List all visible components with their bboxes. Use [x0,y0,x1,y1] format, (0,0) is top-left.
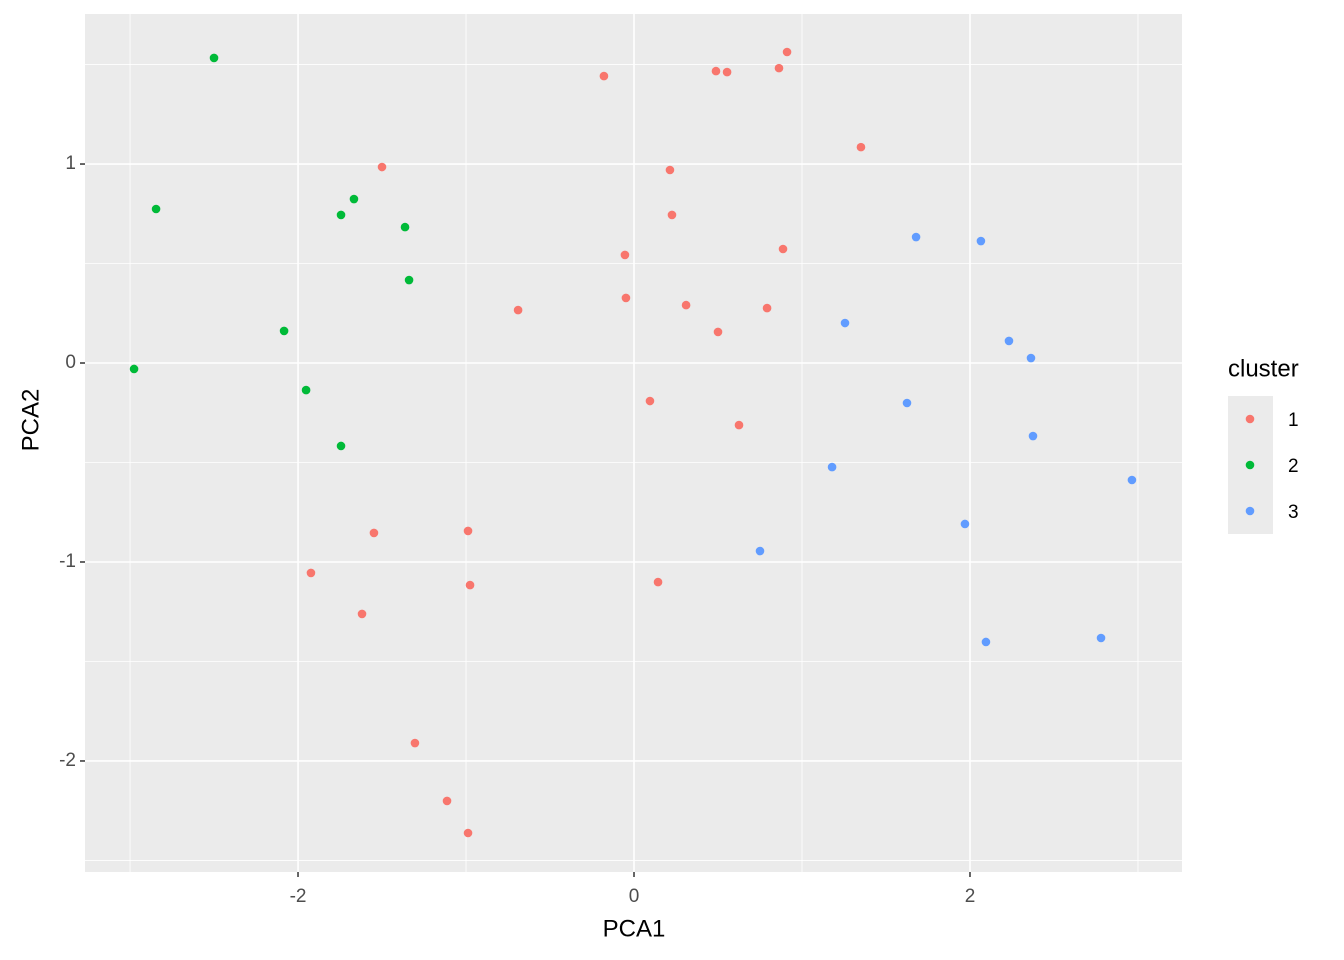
point [1026,353,1036,363]
point [653,577,663,587]
point [599,71,609,81]
point [151,204,161,214]
legend-label: 2 [1288,456,1299,477]
point [463,828,473,838]
point [840,318,850,328]
point [336,210,346,220]
point [711,66,721,76]
point [774,63,784,73]
point [410,738,420,748]
legend-title: cluster [1228,355,1299,382]
point [513,305,523,315]
point [645,396,655,406]
point [827,462,837,472]
point [1004,336,1014,346]
point [442,796,452,806]
point [778,244,788,254]
legend-key [1245,460,1255,470]
point [279,326,289,336]
point [902,398,912,408]
point [377,162,387,172]
point [960,519,970,529]
legend-label: 3 [1288,502,1299,523]
point [856,142,866,152]
point [209,53,219,63]
grid [85,14,1182,872]
point [621,293,631,303]
point [722,67,732,77]
point [129,364,139,374]
point [755,546,765,556]
y-tick-label: 1 [65,153,76,174]
point [911,232,921,242]
point [463,526,473,536]
point [665,165,675,175]
x-tick-label: 2 [965,886,976,907]
legend-label: 1 [1288,410,1299,431]
x-axis-title: PCA1 [603,915,666,942]
point [981,637,991,647]
legend-key [1245,414,1255,424]
point [1096,633,1106,643]
point [400,222,410,232]
x-tick-label: -2 [290,886,307,907]
y-tick-label: -2 [59,750,76,771]
point [301,385,311,395]
point [404,275,414,285]
y-tick-label: -1 [59,551,76,572]
point [1127,475,1137,485]
point [336,441,346,451]
point [357,609,367,619]
point [620,250,630,260]
point [349,194,359,204]
point [782,47,792,57]
y-axis-title: PCA2 [17,389,44,452]
point [1028,431,1038,441]
point [976,236,986,246]
points [129,47,1137,838]
point [369,528,379,538]
y-tick-label: 0 [65,352,76,373]
legend-key [1245,506,1255,516]
point [306,568,316,578]
point [762,303,772,313]
point [734,420,744,430]
point [465,580,475,590]
point [713,327,723,337]
point [681,300,691,310]
point [667,210,677,220]
x-tick-label: 0 [629,886,640,907]
